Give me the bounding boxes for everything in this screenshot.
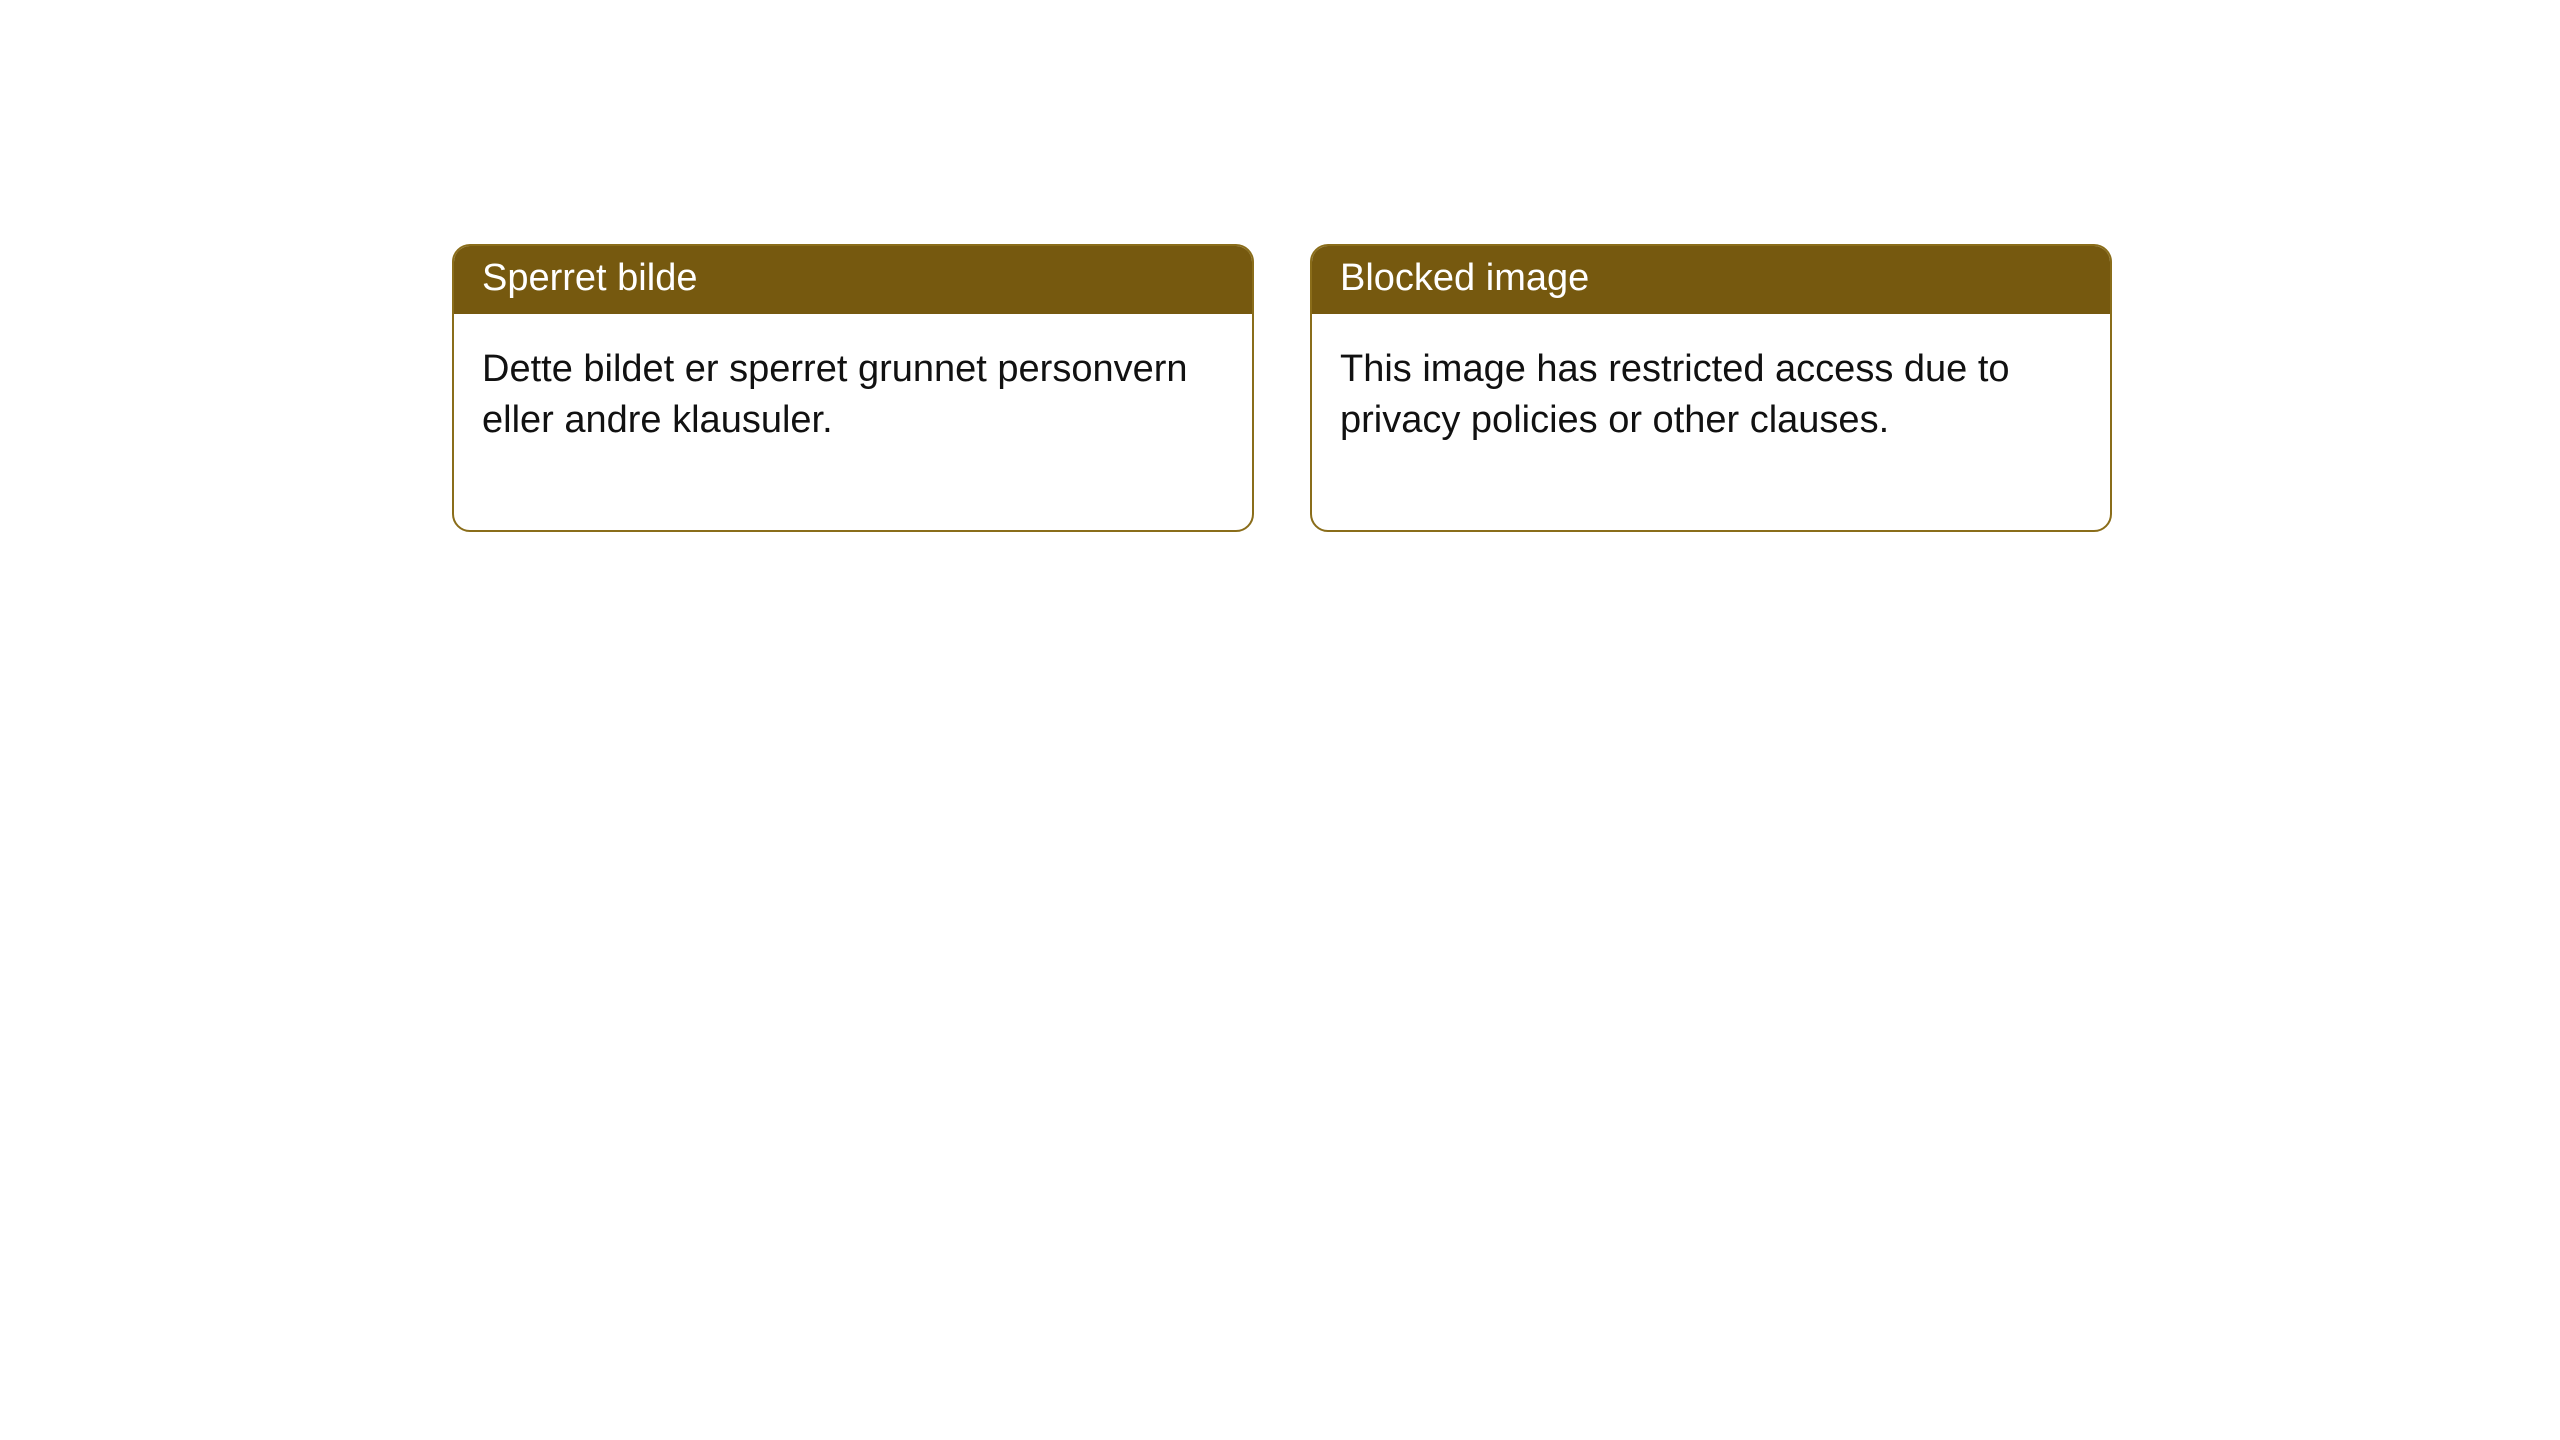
notice-card-body: Dette bildet er sperret grunnet personve… <box>454 314 1252 531</box>
notice-card-header: Blocked image <box>1312 246 2110 314</box>
notice-card-english: Blocked image This image has restricted … <box>1310 244 2112 532</box>
notice-cards-row: Sperret bilde Dette bildet er sperret gr… <box>0 0 2560 532</box>
notice-card-norwegian: Sperret bilde Dette bildet er sperret gr… <box>452 244 1254 532</box>
notice-card-header: Sperret bilde <box>454 246 1252 314</box>
notice-card-body: This image has restricted access due to … <box>1312 314 2110 531</box>
